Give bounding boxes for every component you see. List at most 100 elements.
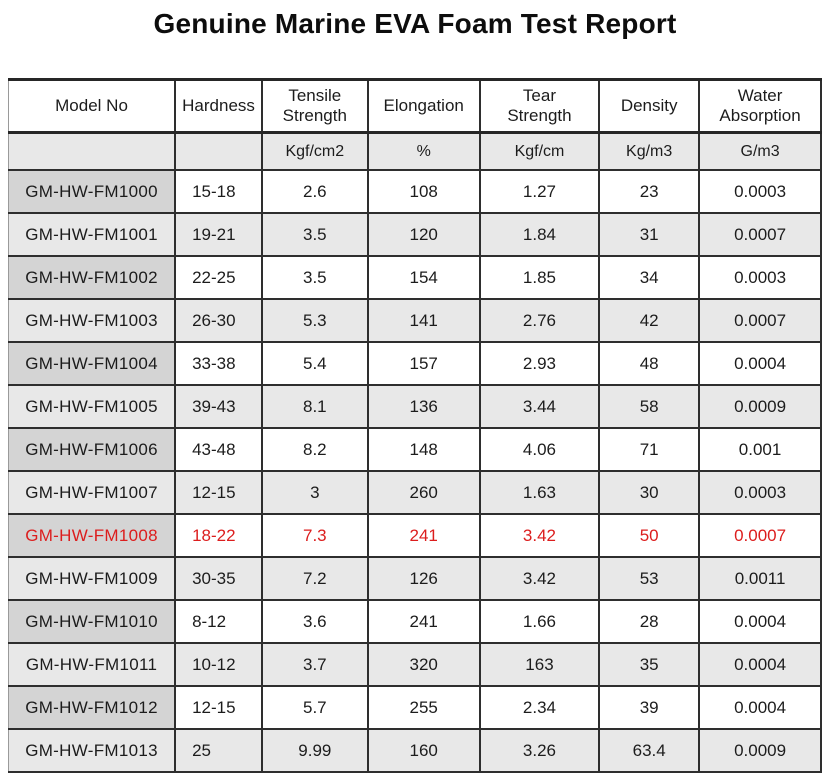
tear-strength-cell: 3.42 — [478, 556, 601, 601]
water-absorption-cell: 0.0004 — [698, 341, 822, 386]
hardness-cell: 25 — [174, 728, 263, 773]
unit-cell-elongation: % — [366, 131, 481, 171]
table-row: GM-HW-FM1003 26-30 5.3 141 2.76 42 0.0007 — [8, 298, 822, 343]
table-row: GM-HW-FM1013 25 9.99 160 3.26 63.4 0.0009 — [8, 728, 822, 773]
column-header-tensile-strength: Tensile Strength — [261, 78, 369, 134]
density-cell: 31 — [598, 212, 701, 257]
density-cell: 39 — [598, 685, 701, 730]
tensile-strength-cell: 8.1 — [261, 384, 369, 429]
elongation-cell: 154 — [366, 255, 481, 300]
elongation-cell: 108 — [366, 169, 481, 214]
elongation-cell: 120 — [366, 212, 481, 257]
water-absorption-cell: 0.0003 — [698, 470, 822, 515]
density-cell: 58 — [598, 384, 701, 429]
hardness-cell: 39-43 — [174, 384, 263, 429]
page-title: Genuine Marine EVA Foam Test Report — [153, 8, 677, 39]
hardness-cell: 26-30 — [174, 298, 263, 343]
tensile-strength-cell: 5.4 — [261, 341, 369, 386]
model-no-cell: GM-HW-FM1010 — [8, 599, 177, 644]
tear-strength-cell: 1.85 — [478, 255, 601, 300]
column-header-elongation: Elongation — [366, 78, 481, 134]
density-cell: 34 — [598, 255, 701, 300]
tensile-strength-cell: 3.7 — [261, 642, 369, 687]
table-row: GM-HW-FM1011 10-12 3.7 320 163 35 0.0004 — [8, 642, 822, 687]
tear-strength-cell: 2.34 — [478, 685, 601, 730]
tensile-strength-cell: 9.99 — [261, 728, 369, 773]
elongation-cell: 157 — [366, 341, 481, 386]
table-container: Model No Hardness Tensile Strength Elongati… — [0, 78, 830, 773]
table-row: GM-HW-FM1012 12-15 5.7 255 2.34 39 0.0004 — [8, 685, 822, 730]
elongation-cell: 136 — [366, 384, 481, 429]
elongation-cell: 255 — [366, 685, 481, 730]
tensile-strength-cell: 3 — [261, 470, 369, 515]
water-absorption-cell: 0.0011 — [698, 556, 822, 601]
model-no-cell: GM-HW-FM1011 — [8, 642, 177, 687]
water-absorption-cell: 0.0007 — [698, 298, 822, 343]
elongation-cell: 148 — [366, 427, 481, 472]
water-absorption-cell: 0.0007 — [698, 212, 822, 257]
model-no-cell: GM-HW-FM1005 — [8, 384, 177, 429]
table-row: GM-HW-FM1006 43-48 8.2 148 4.06 71 0.001 — [8, 427, 822, 472]
density-cell: 48 — [598, 341, 701, 386]
model-no-cell: GM-HW-FM1000 — [8, 169, 177, 214]
density-cell: 63.4 — [598, 728, 701, 773]
elongation-cell: 141 — [366, 298, 481, 343]
model-no-cell: GM-HW-FM1003 — [8, 298, 177, 343]
hardness-cell: 18-22 — [174, 513, 263, 558]
hardness-cell: 10-12 — [174, 642, 263, 687]
water-absorption-cell: 0.0004 — [698, 685, 822, 730]
water-absorption-cell: 0.0004 — [698, 642, 822, 687]
tear-strength-cell: 2.93 — [478, 341, 601, 386]
hardness-cell: 12-15 — [174, 470, 263, 515]
tear-strength-cell: 1.63 — [478, 470, 601, 515]
model-no-cell: GM-HW-FM1012 — [8, 685, 177, 730]
table-row: GM-HW-FM1007 12-15 3 260 1.63 30 0.0003 — [8, 470, 822, 515]
water-absorption-cell: 0.0007 — [698, 513, 822, 558]
density-cell: 53 — [598, 556, 701, 601]
density-cell: 50 — [598, 513, 701, 558]
table-row: GM-HW-FM1010 8-12 3.6 241 1.66 28 0.0004 — [8, 599, 822, 644]
water-absorption-cell: 0.0004 — [698, 599, 822, 644]
hardness-cell: 15-18 — [174, 169, 263, 214]
column-header-water-absorption: Water Absorption — [698, 78, 822, 134]
tear-strength-cell: 1.27 — [478, 169, 601, 214]
water-absorption-cell: 0.001 — [698, 427, 822, 472]
tensile-strength-cell: 7.3 — [261, 513, 369, 558]
tear-strength-cell: 4.06 — [478, 427, 601, 472]
tensile-strength-cell: 3.5 — [261, 212, 369, 257]
tear-strength-cell: 3.42 — [478, 513, 601, 558]
tensile-strength-cell: 3.6 — [261, 599, 369, 644]
model-no-cell: GM-HW-FM1007 — [8, 470, 177, 515]
model-no-cell: GM-HW-FM1002 — [8, 255, 177, 300]
tensile-strength-cell: 7.2 — [261, 556, 369, 601]
tensile-strength-cell: 5.7 — [261, 685, 369, 730]
table-row: GM-HW-FM1009 30-35 7.2 126 3.42 53 0.0011 — [8, 556, 822, 601]
tensile-strength-cell: 2.6 — [261, 169, 369, 214]
tensile-strength-cell: 8.2 — [261, 427, 369, 472]
elongation-cell: 126 — [366, 556, 481, 601]
model-no-cell: GM-HW-FM1001 — [8, 212, 177, 257]
unit-cell-tensile-strength: Kgf/cm2 — [261, 131, 369, 171]
tear-strength-cell: 3.26 — [478, 728, 601, 773]
table-row: GM-HW-FM1004 33-38 5.4 157 2.93 48 0.0004 — [8, 341, 822, 386]
unit-cell-hardness — [174, 131, 263, 171]
model-no-cell: GM-HW-FM1009 — [8, 556, 177, 601]
tensile-strength-cell: 5.3 — [261, 298, 369, 343]
column-header-hardness: Hardness — [174, 78, 263, 134]
hardness-cell: 33-38 — [174, 341, 263, 386]
elongation-cell: 241 — [366, 599, 481, 644]
density-cell: 23 — [598, 169, 701, 214]
density-cell: 35 — [598, 642, 701, 687]
table-row: GM-HW-FM1005 39-43 8.1 136 3.44 58 0.0009 — [8, 384, 822, 429]
tear-strength-cell: 163 — [478, 642, 601, 687]
water-absorption-cell: 0.0003 — [698, 169, 822, 214]
elongation-cell: 241 — [366, 513, 481, 558]
column-header-density: Density — [598, 78, 701, 134]
table-header: Model No Hardness Tensile Strength Elongati… — [8, 78, 822, 171]
model-no-cell: GM-HW-FM1004 — [8, 341, 177, 386]
test-report-table: Model No Hardness Tensile Strength Elongati… — [8, 78, 822, 773]
tear-strength-cell: 3.44 — [478, 384, 601, 429]
table-row: GM-HW-FM1008 18-22 7.3 241 3.42 50 0.0007 — [8, 513, 822, 558]
units-row: Kgf/cm2% Kgf/cm Kg/m3 G/m3 — [8, 131, 822, 171]
unit-cell-water-absorption: G/m3 — [698, 131, 822, 171]
